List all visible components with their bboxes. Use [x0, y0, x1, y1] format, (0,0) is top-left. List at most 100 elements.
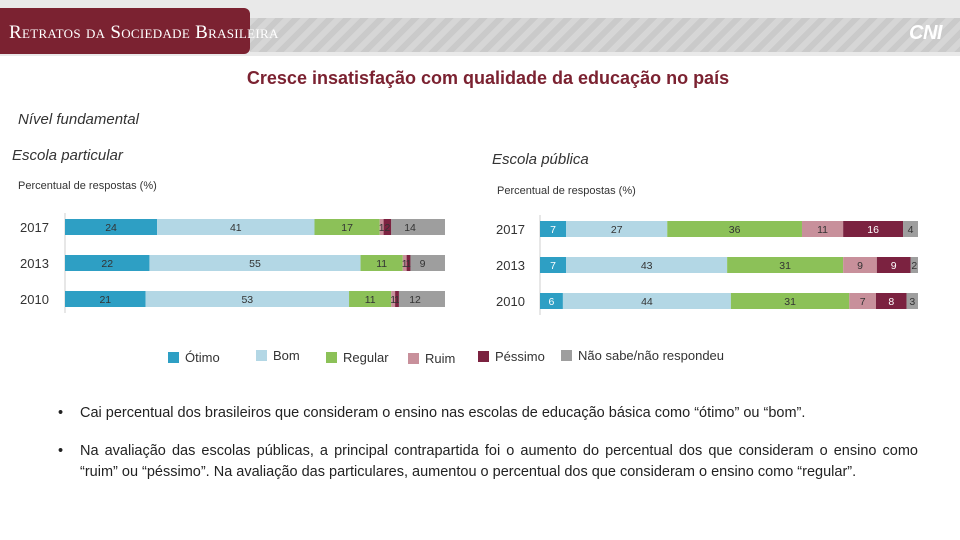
- bar-publica-2010-regular: [730, 293, 850, 309]
- bar-particular-2013-regular: [360, 255, 403, 271]
- bar-publica-2017-pessimo: [843, 221, 904, 237]
- data-label-publica-2013-pessimo: 9: [891, 260, 897, 272]
- bar-publica-2010-bom: [562, 293, 731, 309]
- section-subtitle: Nível fundamental: [18, 111, 139, 128]
- bar-publica-2013-ruim: [843, 257, 877, 273]
- banner: Retratos da Sociedade Brasileira: [0, 8, 278, 54]
- year-label-publica-2017: 2017: [496, 222, 525, 237]
- data-label-publica-2017-pessimo: 16: [867, 224, 879, 236]
- bar-particular-2010-nao-sabe: [398, 291, 445, 307]
- year-label-particular-2013: 2013: [20, 256, 49, 271]
- bar-publica-2017-ruim: [801, 221, 844, 237]
- chart-title-particular: Escola particular: [12, 147, 123, 164]
- data-label-publica-2010-ruim: 7: [860, 296, 866, 308]
- bar-publica-2013-pessimo: [876, 257, 911, 273]
- data-label-particular-2017-ruim: 1: [379, 222, 385, 234]
- bar-publica-2013-regular: [727, 257, 844, 273]
- data-label-particular-2010-nao-sabe: 12: [409, 294, 421, 306]
- bar-publica-2013-otimo: [540, 257, 567, 273]
- data-label-publica-2013-regular: 31: [779, 260, 791, 272]
- bar-particular-2013-ruim: [402, 255, 407, 271]
- data-label-particular-2017-regular: 17: [341, 222, 353, 234]
- axis-label-publica: Percentual de respostas (%): [497, 185, 636, 197]
- banner-title: Retratos da Sociedade Brasileira: [9, 22, 279, 43]
- bullet-marker: •: [58, 443, 64, 459]
- bar-particular-2017-pessimo: [383, 219, 392, 235]
- data-label-publica-2013-bom: 43: [641, 260, 653, 272]
- legend-item-pessimo: Péssimo: [478, 349, 545, 364]
- data-label-particular-2010-otimo: 21: [99, 294, 111, 306]
- year-label-particular-2017: 2017: [20, 220, 49, 235]
- bar-particular-2010-bom: [145, 291, 350, 307]
- data-label-particular-2013-regular: 11: [376, 258, 387, 270]
- data-label-particular-2013-pessimo: 1: [406, 258, 412, 270]
- legend-item-bom: Bom: [256, 348, 300, 363]
- legend: Ótimo Bom Regular Ruim Péssimo Não sabe/…: [0, 344, 960, 368]
- bar-particular-2017-bom: [157, 219, 315, 235]
- bullet-item: • Cai percentual dos brasileiros que cons…: [58, 403, 918, 424]
- legend-item-regular: Regular: [326, 350, 389, 365]
- chart-title-publica: Escola pública: [492, 151, 589, 168]
- bar-particular-2013-otimo: [65, 255, 150, 271]
- data-label-publica-2010-bom: 44: [641, 296, 653, 308]
- bar-particular-2010-pessimo: [395, 291, 399, 307]
- bar-particular-2010-ruim: [391, 291, 396, 307]
- data-label-particular-2013-otimo: 22: [101, 258, 113, 270]
- data-label-particular-2013-bom: 55: [249, 258, 261, 270]
- data-label-particular-2010-bom: 53: [241, 294, 253, 306]
- bar-publica-2013-bom: [566, 257, 728, 273]
- bar-publica-2010-ruim: [849, 293, 876, 309]
- year-label-particular-2010: 2010: [20, 292, 49, 307]
- data-label-particular-2017-nao-sabe: 14: [404, 222, 416, 234]
- data-label-particular-2013-nao-sabe: 9: [420, 258, 426, 270]
- bar-publica-2017-otimo: [540, 221, 567, 237]
- data-label-particular-2010-pessimo: 1: [394, 294, 400, 306]
- bar-particular-2010-regular: [349, 291, 392, 307]
- legend-swatch-regular: [326, 352, 337, 363]
- legend-swatch-bom: [256, 350, 267, 361]
- data-label-publica-2010-regular: 31: [784, 296, 796, 308]
- cni-logo: CNI: [909, 22, 942, 44]
- legend-swatch-pessimo: [478, 351, 489, 362]
- data-label-particular-2017-pessimo: 2: [385, 222, 391, 234]
- axis-label-particular: Percentual de respostas (%): [18, 180, 157, 192]
- legend-swatch-nao-sabe: [561, 350, 572, 361]
- header-pattern: [250, 18, 960, 52]
- bar-publica-2010-nao-sabe: [906, 293, 918, 309]
- data-label-publica-2017-bom: 27: [611, 224, 623, 236]
- data-label-publica-2010-otimo: 6: [549, 296, 555, 308]
- bullet-text: Na avaliação das escolas públicas, a pri…: [80, 443, 918, 480]
- page-title: Cresce insatisfação com qualidade da edu…: [246, 68, 730, 88]
- data-label-publica-2010-nao-sabe: 3: [909, 296, 915, 308]
- data-label-particular-2017-otimo: 24: [105, 222, 117, 234]
- bullet-list: • Cai percentual dos brasileiros que cons…: [58, 403, 918, 500]
- bar-particular-2017-ruim: [379, 219, 384, 235]
- legend-item-otimo: Ótimo: [168, 350, 220, 365]
- header-bar: Retratos da Sociedade Brasileira CNI: [0, 0, 960, 56]
- legend-item-nao-sabe: Não sabe/não respondeu: [561, 348, 724, 363]
- year-label-publica-2010: 2010: [496, 294, 525, 309]
- bullet-marker: •: [58, 405, 64, 421]
- bar-publica-2017-regular: [667, 221, 802, 237]
- bar-particular-2013-nao-sabe: [410, 255, 445, 271]
- bar-publica-2010-pessimo: [876, 293, 907, 309]
- data-label-particular-2010-regular: 11: [365, 294, 376, 306]
- bar-particular-2013-pessimo: [406, 255, 411, 271]
- bar-publica-2017-nao-sabe: [903, 221, 918, 237]
- bar-publica-2017-bom: [566, 221, 668, 237]
- data-label-publica-2013-otimo: 7: [550, 260, 556, 272]
- bar-particular-2017-nao-sabe: [391, 219, 445, 235]
- data-label-particular-2013-ruim: 1: [402, 258, 408, 270]
- bar-particular-2013-bom: [149, 255, 361, 271]
- data-label-publica-2017-nao-sabe: 4: [908, 224, 914, 236]
- year-label-publica-2013: 2013: [496, 258, 525, 273]
- bar-particular-2017-regular: [314, 219, 380, 235]
- bullet-item: • Na avaliação das escolas públicas, a pr…: [58, 441, 918, 483]
- data-label-publica-2013-ruim: 9: [857, 260, 863, 272]
- data-label-publica-2010-pessimo: 8: [888, 296, 894, 308]
- data-label-particular-2017-bom: 41: [230, 222, 242, 234]
- data-label-publica-2017-otimo: 7: [550, 224, 556, 236]
- legend-item-ruim: Ruim: [408, 351, 455, 366]
- bar-particular-2017-otimo: [65, 219, 158, 235]
